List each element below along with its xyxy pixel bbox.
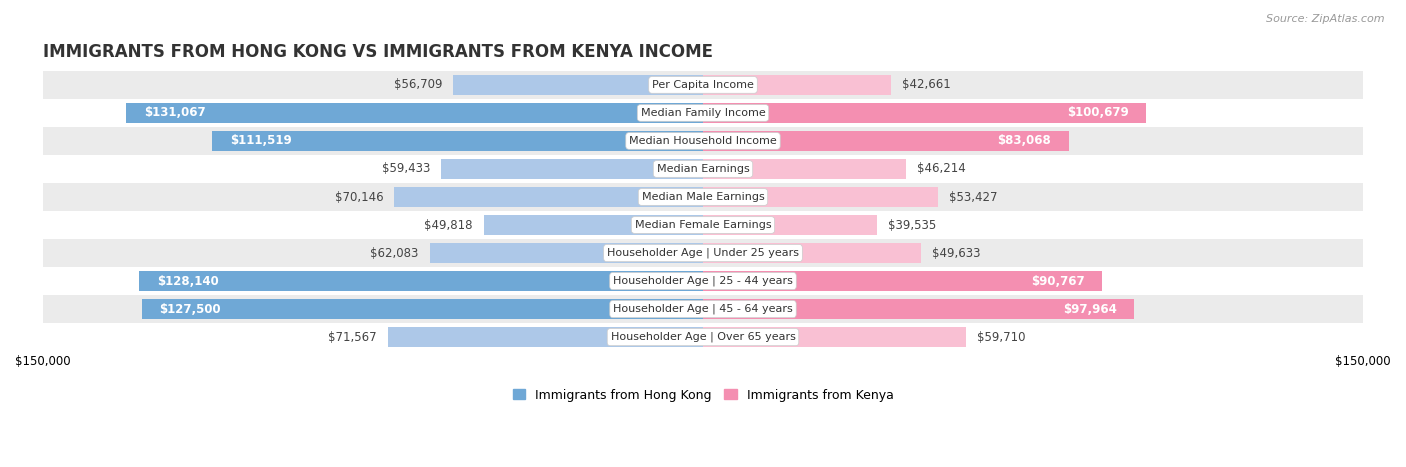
Bar (127, 103, 703, 123)
Bar (394, 187, 703, 207)
Text: $49,633: $49,633 (932, 247, 981, 260)
Bar (703, 131, 1069, 151)
Text: IMMIGRANTS FROM HONG KONG VS IMMIGRANTS FROM KENYA INCOME: IMMIGRANTS FROM HONG KONG VS IMMIGRANTS … (42, 43, 713, 61)
Text: $39,535: $39,535 (889, 219, 936, 232)
Bar (430, 243, 703, 263)
Text: $42,661: $42,661 (901, 78, 950, 92)
Text: $127,500: $127,500 (159, 303, 221, 316)
Bar (42, 127, 1364, 155)
Bar (42, 239, 1364, 267)
Text: Per Capita Income: Per Capita Income (652, 80, 754, 90)
Text: $59,710: $59,710 (977, 331, 1025, 344)
Text: $131,067: $131,067 (143, 106, 205, 120)
Text: $100,679: $100,679 (1067, 106, 1129, 120)
Text: $46,214: $46,214 (917, 163, 966, 176)
Bar (703, 271, 1102, 291)
Text: Householder Age | Under 25 years: Householder Age | Under 25 years (607, 248, 799, 258)
Text: Householder Age | Over 65 years: Householder Age | Over 65 years (610, 332, 796, 342)
Bar (42, 99, 1364, 127)
Text: $128,140: $128,140 (156, 275, 218, 288)
Bar (703, 159, 907, 179)
Bar (212, 131, 703, 151)
Text: Median Family Income: Median Family Income (641, 108, 765, 118)
Bar (703, 187, 938, 207)
Text: $111,519: $111,519 (229, 134, 291, 148)
Bar (42, 71, 1364, 99)
Text: Median Male Earnings: Median Male Earnings (641, 192, 765, 202)
Bar (703, 75, 891, 95)
Bar (703, 327, 966, 347)
Bar (42, 267, 1364, 295)
Bar (441, 159, 703, 179)
Text: $70,146: $70,146 (335, 191, 384, 204)
Bar (42, 211, 1364, 239)
Bar (388, 327, 703, 347)
Bar (703, 243, 921, 263)
Bar (42, 323, 1364, 351)
Bar (42, 183, 1364, 211)
Bar (484, 215, 703, 235)
Bar (42, 155, 1364, 183)
Bar (453, 75, 703, 95)
Text: Householder Age | 25 - 44 years: Householder Age | 25 - 44 years (613, 276, 793, 286)
Text: $83,068: $83,068 (997, 134, 1052, 148)
Bar (703, 299, 1135, 319)
Bar (42, 295, 1364, 323)
Text: Householder Age | 45 - 64 years: Householder Age | 45 - 64 years (613, 304, 793, 314)
Text: Median Household Income: Median Household Income (628, 136, 778, 146)
Bar (703, 103, 1146, 123)
Bar (139, 271, 703, 291)
Text: $71,567: $71,567 (329, 331, 377, 344)
Text: $49,818: $49,818 (425, 219, 472, 232)
Text: Median Earnings: Median Earnings (657, 164, 749, 174)
Text: Median Female Earnings: Median Female Earnings (634, 220, 772, 230)
Text: Source: ZipAtlas.com: Source: ZipAtlas.com (1267, 14, 1385, 24)
Text: $90,767: $90,767 (1031, 275, 1085, 288)
Legend: Immigrants from Hong Kong, Immigrants from Kenya: Immigrants from Hong Kong, Immigrants fr… (508, 383, 898, 406)
Text: $97,964: $97,964 (1063, 303, 1116, 316)
Bar (703, 215, 877, 235)
Text: $56,709: $56,709 (394, 78, 443, 92)
Text: $59,433: $59,433 (382, 163, 430, 176)
Text: $53,427: $53,427 (949, 191, 998, 204)
Text: $62,083: $62,083 (370, 247, 419, 260)
Bar (142, 299, 703, 319)
